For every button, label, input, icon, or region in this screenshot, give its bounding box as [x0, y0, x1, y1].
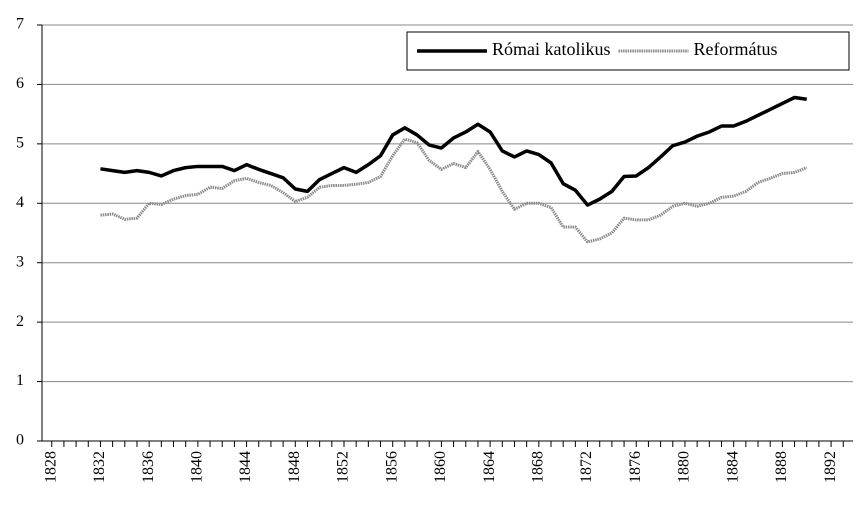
x-tick-label: 1844	[237, 451, 254, 483]
legend-label: Római katolikus	[492, 39, 611, 59]
x-tick-label: 1832	[91, 451, 108, 483]
x-tick-label: 1864	[481, 451, 498, 483]
x-tick-label: 1876	[627, 451, 644, 483]
x-tick-label: 1884	[724, 451, 741, 483]
series-line	[100, 95, 807, 207]
x-tick-label: 1892	[822, 451, 839, 483]
y-tick-label: 4	[16, 194, 24, 211]
y-tick-label: 0	[16, 432, 24, 449]
x-tick-label: 1872	[578, 451, 595, 483]
x-tick-label: 1868	[530, 451, 547, 483]
x-tick-label: 1836	[140, 451, 157, 483]
legend: Római katolikus Református	[406, 31, 850, 71]
y-tick-label: 5	[16, 135, 24, 152]
y-tick-label: 6	[16, 75, 24, 92]
x-tick-label: 1840	[189, 451, 206, 483]
x-tick-label: 1852	[335, 451, 352, 483]
legend-label: Református	[694, 39, 778, 59]
y-tick-label: 7	[16, 16, 24, 33]
x-tick-label: 1880	[676, 451, 693, 483]
x-tick-label: 1856	[383, 451, 400, 483]
x-tick-label: 1860	[432, 451, 449, 483]
series-line	[100, 137, 808, 244]
y-tick-label: 1	[16, 372, 24, 389]
x-tick-label: 1888	[773, 451, 790, 483]
y-tick-label: 3	[16, 253, 24, 270]
y-tick-label: 2	[16, 313, 24, 330]
x-tick-label: 1848	[286, 451, 303, 483]
x-tick-label: 1828	[42, 451, 59, 483]
